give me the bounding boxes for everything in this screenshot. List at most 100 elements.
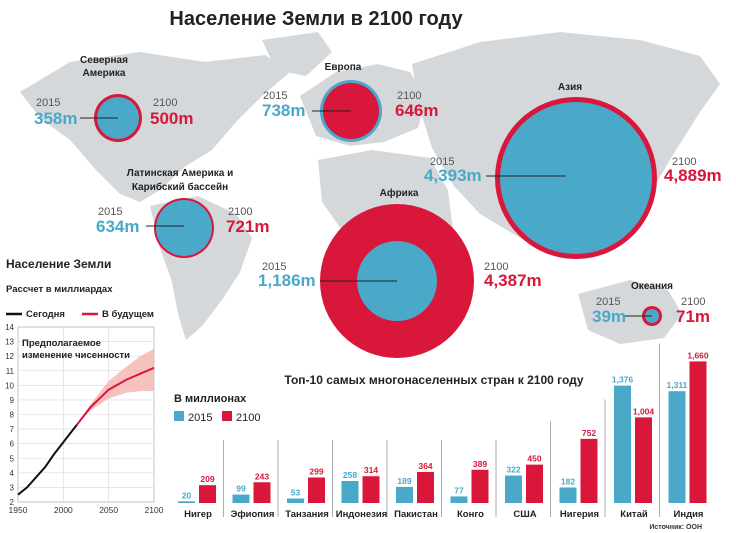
region-name: Океания bbox=[631, 281, 673, 292]
bar-2015 bbox=[232, 494, 250, 503]
bar-2100 bbox=[635, 417, 652, 503]
value-2100: 646m bbox=[395, 101, 438, 120]
value-2100: 4,889m bbox=[664, 166, 722, 185]
bar-chart-title: Топ-10 самых многонаселенных стран к 210… bbox=[284, 373, 584, 387]
bar-chart-units: В миллионах bbox=[174, 393, 247, 405]
bar-2015 bbox=[287, 498, 304, 503]
y-tick-label: 11 bbox=[6, 367, 15, 376]
legend-today-label: Сегодня bbox=[26, 309, 65, 320]
category-label: Индия bbox=[674, 509, 704, 520]
x-tick-label: 2050 bbox=[99, 505, 118, 515]
bar-label-2015: 53 bbox=[291, 487, 301, 497]
bar-2015 bbox=[178, 501, 195, 503]
x-tick-label: 1950 bbox=[9, 505, 28, 515]
y-tick-label: 12 bbox=[5, 352, 14, 361]
y-tick-label: 6 bbox=[10, 440, 15, 449]
year-2015: 2015 bbox=[430, 156, 454, 168]
region-name: Латинская Америка и bbox=[127, 168, 234, 179]
legend-future-label: В будущем bbox=[102, 309, 154, 320]
bar-2100 bbox=[526, 464, 543, 503]
bar-label-2100: 450 bbox=[527, 454, 541, 464]
series-line-future bbox=[76, 366, 155, 426]
region-africa: Африка 2015 1,186m 2100 4,387m bbox=[258, 187, 542, 358]
y-tick-label: 3 bbox=[10, 483, 15, 492]
legend-2015-swatch bbox=[174, 411, 184, 421]
year-2100: 2100 bbox=[672, 156, 696, 168]
source-note: Источник: ООН bbox=[649, 524, 702, 531]
category-label: Пакистан bbox=[394, 509, 438, 520]
bar-2015 bbox=[396, 486, 413, 503]
value-2100: 4,387m bbox=[484, 271, 542, 290]
bar-2100 bbox=[471, 469, 489, 503]
world-population-line-chart: 2 3 4 5 6 7 8 9 10 11 12 13 14 1950 2000 2050 2100 bbox=[5, 323, 164, 515]
y-tick-label: 7 bbox=[10, 425, 15, 434]
chart-annotation: Предполагаемое bbox=[22, 338, 101, 349]
bar-2015 bbox=[559, 487, 577, 503]
value-2015: 39m bbox=[592, 307, 626, 326]
value-2100: 721m bbox=[226, 217, 269, 236]
region-north-america: Северная Америка 2015 358m 2100 500m bbox=[34, 55, 193, 142]
category-label: Нигерия bbox=[560, 509, 599, 520]
region-name: Азия bbox=[558, 82, 582, 93]
year-2015: 2015 bbox=[263, 90, 287, 102]
y-tick-label: 14 bbox=[5, 323, 14, 332]
category-label: Танзания bbox=[285, 509, 329, 520]
bar-label-2015: 77 bbox=[454, 485, 464, 495]
bar-2015 bbox=[668, 391, 686, 503]
bar-label-2015: 99 bbox=[236, 484, 246, 494]
panel-title: Население Земли bbox=[6, 257, 111, 271]
region-europe: Европа 2015 738m 2100 646m bbox=[262, 62, 438, 142]
map-greenland bbox=[262, 32, 332, 76]
bar-2100 bbox=[689, 361, 707, 503]
bar-label-2015: 20 bbox=[182, 490, 192, 500]
bubble-2015 bbox=[500, 102, 652, 254]
region-oceania: Океания 2015 39m 2100 71m bbox=[592, 281, 710, 326]
y-tick-label: 2 bbox=[10, 498, 15, 507]
bar-2015 bbox=[450, 496, 468, 503]
value-2015: 358m bbox=[34, 109, 77, 128]
year-2100: 2100 bbox=[397, 90, 421, 102]
panel-background bbox=[0, 252, 160, 533]
series-line-today bbox=[17, 424, 78, 496]
bar-2100 bbox=[362, 476, 380, 503]
bar-label-2100: 299 bbox=[309, 466, 323, 476]
year-2100: 2100 bbox=[484, 261, 508, 273]
region-asia: Азия 2015 4,393m 2100 4,889m bbox=[424, 82, 722, 259]
panel-subtitle: Рассчет в миллиардах bbox=[6, 284, 113, 295]
category-label: США bbox=[513, 509, 536, 520]
bar-label-2015: 182 bbox=[561, 476, 575, 486]
y-tick-label: 13 bbox=[5, 338, 14, 347]
bar-label-2100: 389 bbox=[473, 459, 487, 469]
year-2100: 2100 bbox=[228, 206, 252, 218]
region-name: Карибский бассейн bbox=[132, 181, 228, 193]
bar-2100 bbox=[253, 482, 271, 503]
value-2015: 634m bbox=[96, 217, 139, 236]
region-name: Америка bbox=[82, 68, 125, 79]
legend-2100-swatch bbox=[222, 411, 232, 421]
bar-label-2015: 322 bbox=[506, 465, 520, 475]
chart-annotation: изменение чисенности bbox=[22, 350, 130, 361]
region-name: Африка bbox=[380, 187, 419, 199]
bar-label-2015: 1,311 bbox=[667, 380, 688, 390]
bar-label-2015: 258 bbox=[343, 470, 357, 480]
value-2015: 738m bbox=[262, 101, 305, 120]
value-2100: 71m bbox=[676, 307, 710, 326]
year-2100: 2100 bbox=[681, 296, 705, 308]
top10-panel: Топ-10 самых многонаселенных стран к 210… bbox=[174, 343, 709, 531]
legend-2015-label: 2015 bbox=[188, 412, 212, 424]
bar-2100 bbox=[417, 471, 434, 503]
bar-label-2100: 752 bbox=[582, 428, 596, 438]
bar-2100 bbox=[308, 477, 325, 503]
bar-label-2100: 1,004 bbox=[633, 406, 655, 416]
map-australia bbox=[578, 280, 682, 344]
y-tick-label: 10 bbox=[5, 381, 14, 390]
bar-2015 bbox=[614, 385, 631, 503]
top10-bar-chart: 20 209 Нигер 99 243 Эфиопия 53 299 Танзания 258 31… bbox=[178, 343, 709, 520]
year-2015: 2015 bbox=[262, 261, 286, 273]
region-name: Европа bbox=[325, 62, 362, 73]
value-2015: 4,393m bbox=[424, 166, 482, 185]
bar-label-2100: 1,660 bbox=[687, 350, 709, 360]
region-name: Северная bbox=[80, 55, 128, 66]
